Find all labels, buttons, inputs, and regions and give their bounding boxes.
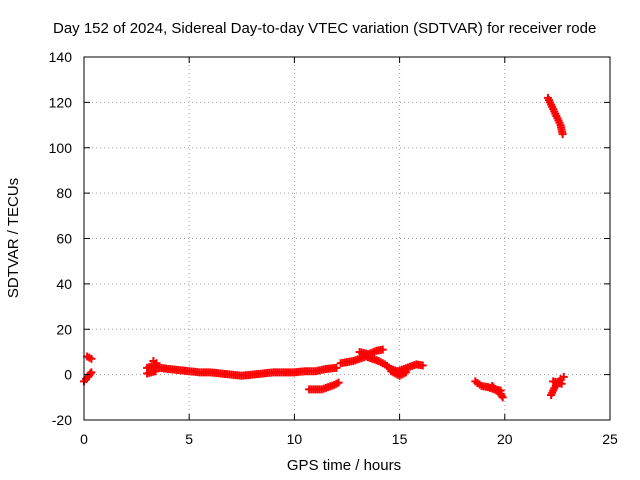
x-tick-label: 5 <box>185 431 193 447</box>
y-axis-label: SDTVAR / TECUs <box>5 178 22 298</box>
grid <box>84 57 610 420</box>
data-point <box>378 345 387 354</box>
data-point <box>558 130 567 139</box>
data-point <box>152 359 161 368</box>
x-tick-label: 10 <box>287 431 303 447</box>
data-point <box>332 363 341 372</box>
data-point <box>559 372 568 381</box>
y-tick-label: 80 <box>56 185 72 201</box>
x-axis-label: GPS time / hours <box>287 457 401 474</box>
data-point <box>557 379 566 388</box>
x-tick-label: 0 <box>80 431 88 447</box>
data-point <box>87 368 96 377</box>
y-tick-labels: -20 0 20 40 60 80 100 120 140 <box>49 49 73 428</box>
x-tick-labels: 0 5 10 15 20 25 <box>80 431 618 447</box>
axis-ticks <box>83 56 611 421</box>
x-tick-label: 25 <box>602 431 618 447</box>
y-tick-label: 120 <box>49 94 73 110</box>
data-points <box>80 93 568 402</box>
y-tick-label: 0 <box>64 367 72 383</box>
data-point <box>87 354 96 363</box>
data-point <box>86 369 95 378</box>
y-tick-label: 40 <box>56 276 72 292</box>
data-point <box>498 393 507 402</box>
y-tick-label: 20 <box>56 321 72 337</box>
data-point <box>334 378 343 387</box>
y-tick-label: -20 <box>52 412 72 428</box>
data-point <box>151 367 160 376</box>
data-point <box>401 368 410 377</box>
x-tick-label: 15 <box>392 431 408 447</box>
data-point <box>418 361 427 370</box>
x-tick-label: 20 <box>497 431 513 447</box>
y-tick-label: 100 <box>49 140 73 156</box>
chart-title: Day 152 of 2024, Sidereal Day-to-day VTE… <box>53 20 596 37</box>
y-tick-label: 140 <box>49 49 73 65</box>
y-tick-label: 60 <box>56 231 72 247</box>
